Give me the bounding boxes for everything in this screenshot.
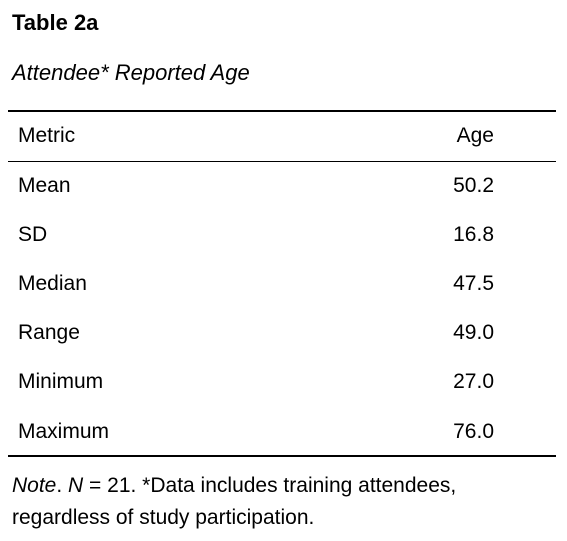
table-top-rule bbox=[8, 110, 556, 112]
column-header-metric: Metric bbox=[18, 124, 76, 147]
table-row: Minimum 27.0 bbox=[8, 367, 556, 397]
row-metric: Mean bbox=[18, 174, 71, 197]
row-age: 76.0 bbox=[453, 420, 494, 443]
table-header-row: Metric Age bbox=[8, 121, 556, 151]
note-text: Data includes training attendees, regard… bbox=[12, 474, 457, 529]
row-metric: Minimum bbox=[18, 370, 104, 393]
row-metric: Maximum bbox=[18, 420, 110, 443]
note-prefix: Note bbox=[12, 474, 57, 497]
table-label: Table 2a bbox=[12, 10, 99, 35]
note-n-text: = 21. bbox=[83, 474, 143, 497]
row-age: 47.5 bbox=[453, 272, 494, 295]
row-metric: Median bbox=[18, 272, 87, 295]
row-metric: SD bbox=[18, 223, 48, 246]
table-title: Attendee* Reported Age bbox=[12, 60, 250, 85]
row-metric: Range bbox=[18, 321, 80, 344]
table-note: Note. N = 21. *Data includes training at… bbox=[12, 470, 552, 534]
row-age: 50.2 bbox=[453, 174, 494, 197]
note-asterisk: * bbox=[142, 474, 151, 497]
table-row: Range 49.0 bbox=[8, 318, 556, 348]
table-bottom-rule bbox=[8, 455, 556, 457]
note-n-symbol: N bbox=[68, 474, 84, 497]
table-row: SD 16.8 bbox=[8, 220, 556, 250]
row-age: 49.0 bbox=[453, 321, 494, 344]
row-age: 27.0 bbox=[453, 370, 494, 393]
table-header-rule bbox=[8, 161, 556, 162]
table-row: Maximum 76.0 bbox=[8, 417, 556, 447]
note-period: . bbox=[56, 474, 69, 497]
column-header-age: Age bbox=[456, 124, 494, 147]
row-age: 16.8 bbox=[453, 223, 494, 246]
table-row: Mean 50.2 bbox=[8, 171, 556, 201]
table-row: Median 47.5 bbox=[8, 269, 556, 299]
